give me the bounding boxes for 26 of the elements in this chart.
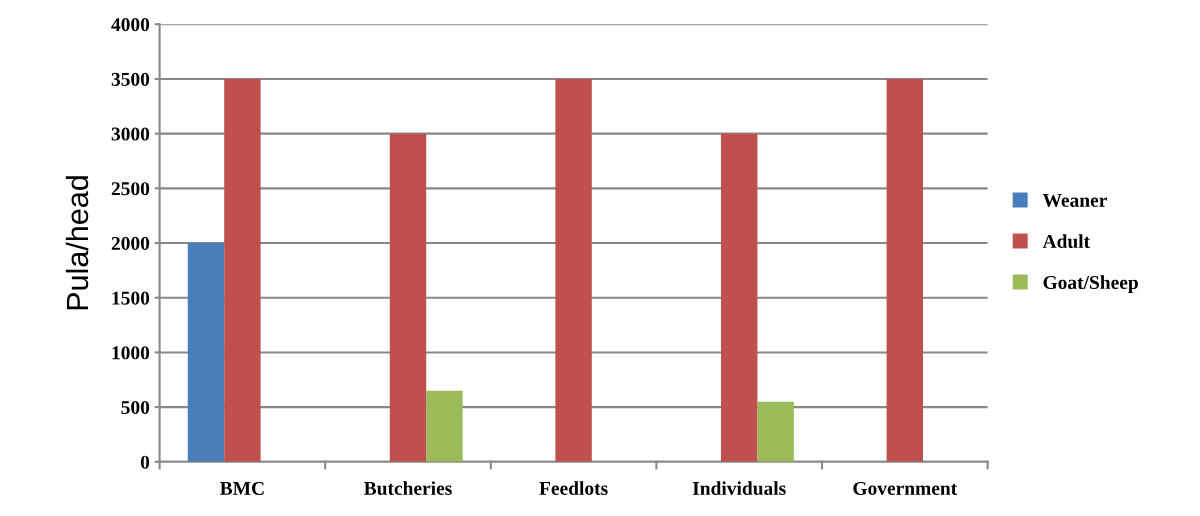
y-tick-label: 1500	[112, 291, 150, 305]
legend-label: Goat/Sheep	[1043, 275, 1138, 293]
y-tick-label: 0	[140, 455, 150, 469]
bar	[187, 243, 225, 462]
bar	[886, 78, 924, 462]
y-tick-label: 4000	[111, 18, 150, 32]
legend-label: Adult	[1042, 234, 1091, 249]
bar	[224, 78, 261, 462]
y-tick-label: 500	[121, 400, 150, 415]
y-tick-label: 3000	[111, 127, 150, 141]
bar	[757, 401, 794, 462]
x-tick-label: Individuals	[692, 481, 786, 495]
bar	[555, 78, 592, 462]
y-tick-label: 3500	[111, 72, 150, 86]
bar	[426, 390, 463, 462]
bar	[720, 133, 758, 462]
x-tick-label: Butcheries	[364, 481, 452, 495]
y-axis-title: Pula/head	[65, 176, 89, 310]
y-tick-label: 2500	[111, 182, 150, 196]
y-tick-label: 2000	[111, 236, 150, 250]
legend-label: Weaner	[1042, 193, 1107, 207]
y-tick-label: 1000	[112, 346, 150, 360]
bar	[389, 133, 427, 462]
x-tick-label: Feedlots	[539, 481, 608, 495]
x-tick-label: BMC	[220, 481, 264, 495]
x-tick-label: Government	[853, 481, 958, 495]
